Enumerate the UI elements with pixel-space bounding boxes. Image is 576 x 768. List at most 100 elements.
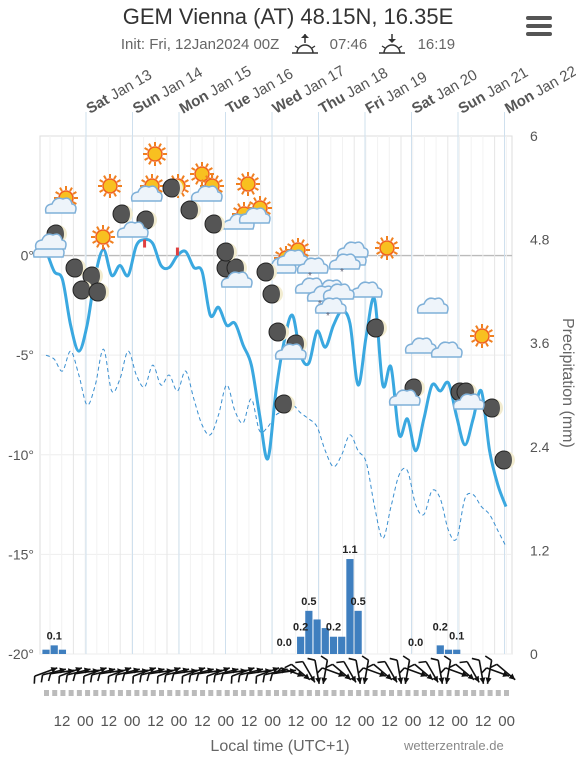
sun-ray: [103, 175, 107, 180]
cloud-icon: [276, 249, 309, 266]
cloud-icon: [220, 271, 253, 288]
sun-ray: [266, 201, 271, 205]
precip-label: 0.5: [350, 596, 365, 608]
wind-arrow: [443, 655, 452, 684]
cloud-shape: [130, 185, 163, 202]
wind-arrow: [471, 657, 486, 684]
sun-icon: [143, 142, 167, 166]
precip-bar: [329, 636, 338, 654]
wind-barb: [361, 655, 369, 661]
sun-ray: [205, 163, 209, 168]
wind-barb: [65, 674, 69, 683]
gust-marker: [60, 690, 66, 696]
wind-barb: [325, 663, 333, 669]
snow-icon: *: [308, 271, 312, 282]
wind-barb: [89, 674, 93, 683]
sun-ray: [380, 254, 384, 259]
x-tick: 00: [217, 713, 234, 730]
gust-marker: [52, 690, 58, 696]
wind-arrow: [357, 667, 387, 677]
wind-barb: [269, 673, 274, 682]
gust-marker: [76, 690, 82, 696]
sun-ray: [253, 197, 257, 202]
wind-head: [473, 675, 480, 683]
wind-barb: [205, 676, 209, 684]
wind-head: [485, 677, 492, 684]
sun-ray: [195, 163, 199, 168]
init-row: Init: Fri, 12Jan2024 00Z 07:46 16:19: [0, 33, 576, 55]
sun-ray: [113, 175, 117, 180]
sun-ray: [113, 192, 117, 197]
wind-head: [438, 677, 445, 684]
wind-head: [461, 671, 468, 677]
sun-ray: [59, 187, 63, 192]
y-tick-precip: 0: [530, 646, 538, 662]
wind-head: [303, 673, 310, 680]
sun-core: [95, 229, 111, 245]
wind-barb: [471, 657, 480, 661]
sun-ray: [148, 143, 152, 148]
sun-ray: [237, 187, 242, 191]
wind-barb: [439, 667, 447, 674]
wind-barb: [320, 655, 328, 661]
cloud-icon: [388, 389, 421, 406]
menu-icon[interactable]: [526, 16, 552, 38]
wind-arrow: [295, 660, 316, 683]
y-tick-temp: -20°: [8, 646, 34, 662]
wind-barb: [295, 660, 303, 664]
wind-arrow: [205, 667, 231, 684]
moon-crescent: [416, 379, 425, 397]
wind-barb: [33, 676, 36, 684]
wind-barb: [398, 667, 405, 674]
wind-barb: [195, 673, 200, 682]
snow-flake: *: [308, 271, 312, 282]
moon-crescent: [280, 323, 289, 341]
wind-arrow: [325, 663, 352, 681]
sun-ray: [181, 175, 185, 180]
x-tick: 12: [147, 713, 164, 730]
gust-marker: [495, 690, 501, 696]
precip-label: 0.2: [326, 622, 341, 634]
sun-ray: [301, 239, 305, 244]
wind-barb: [377, 660, 386, 664]
cloud-icon: [130, 185, 163, 202]
sun-ray: [72, 201, 77, 205]
x-tick: 12: [334, 713, 351, 730]
snow-icon: *: [340, 267, 344, 278]
sun-ray: [218, 179, 223, 183]
precip-bar: [346, 559, 354, 654]
sun-icon: [375, 236, 399, 260]
sun-ray: [218, 189, 223, 193]
sun-ray: [249, 201, 254, 205]
gust-marker: [159, 690, 164, 696]
wind-barb: [307, 657, 316, 661]
gust-marker: [134, 690, 140, 696]
sun-ray: [103, 192, 107, 197]
wind-arrow: [459, 660, 480, 683]
moon-icon: [180, 200, 201, 220]
wind-arrow: [402, 655, 411, 684]
precip-bar: [321, 628, 329, 654]
precip-bar: [305, 610, 313, 654]
wind-barb: [121, 673, 126, 682]
precip-labels: 0.10.00.20.50.21.10.50.00.20.1: [47, 544, 465, 649]
gust-marker: [167, 690, 173, 696]
gust-marker: [257, 690, 263, 696]
gust-marker: [315, 690, 321, 696]
wind-arrow: [348, 657, 363, 684]
precip-bar: [453, 649, 461, 654]
cloud-shape: [276, 249, 309, 266]
wind-head: [420, 671, 427, 677]
sun-ray: [148, 160, 152, 165]
sun-core: [102, 178, 118, 194]
cloud-shape: [190, 185, 223, 202]
precip-bar: [297, 636, 305, 654]
wind-arrow: [107, 667, 132, 684]
wind-head: [432, 675, 439, 683]
cloud-icon: [238, 207, 271, 224]
precip-bar: [354, 610, 362, 654]
gust-marker: [421, 690, 427, 696]
credit[interactable]: wetterzentrale.de: [404, 738, 504, 753]
gust-marker: [471, 690, 477, 696]
sunrise-icon: [291, 34, 318, 54]
